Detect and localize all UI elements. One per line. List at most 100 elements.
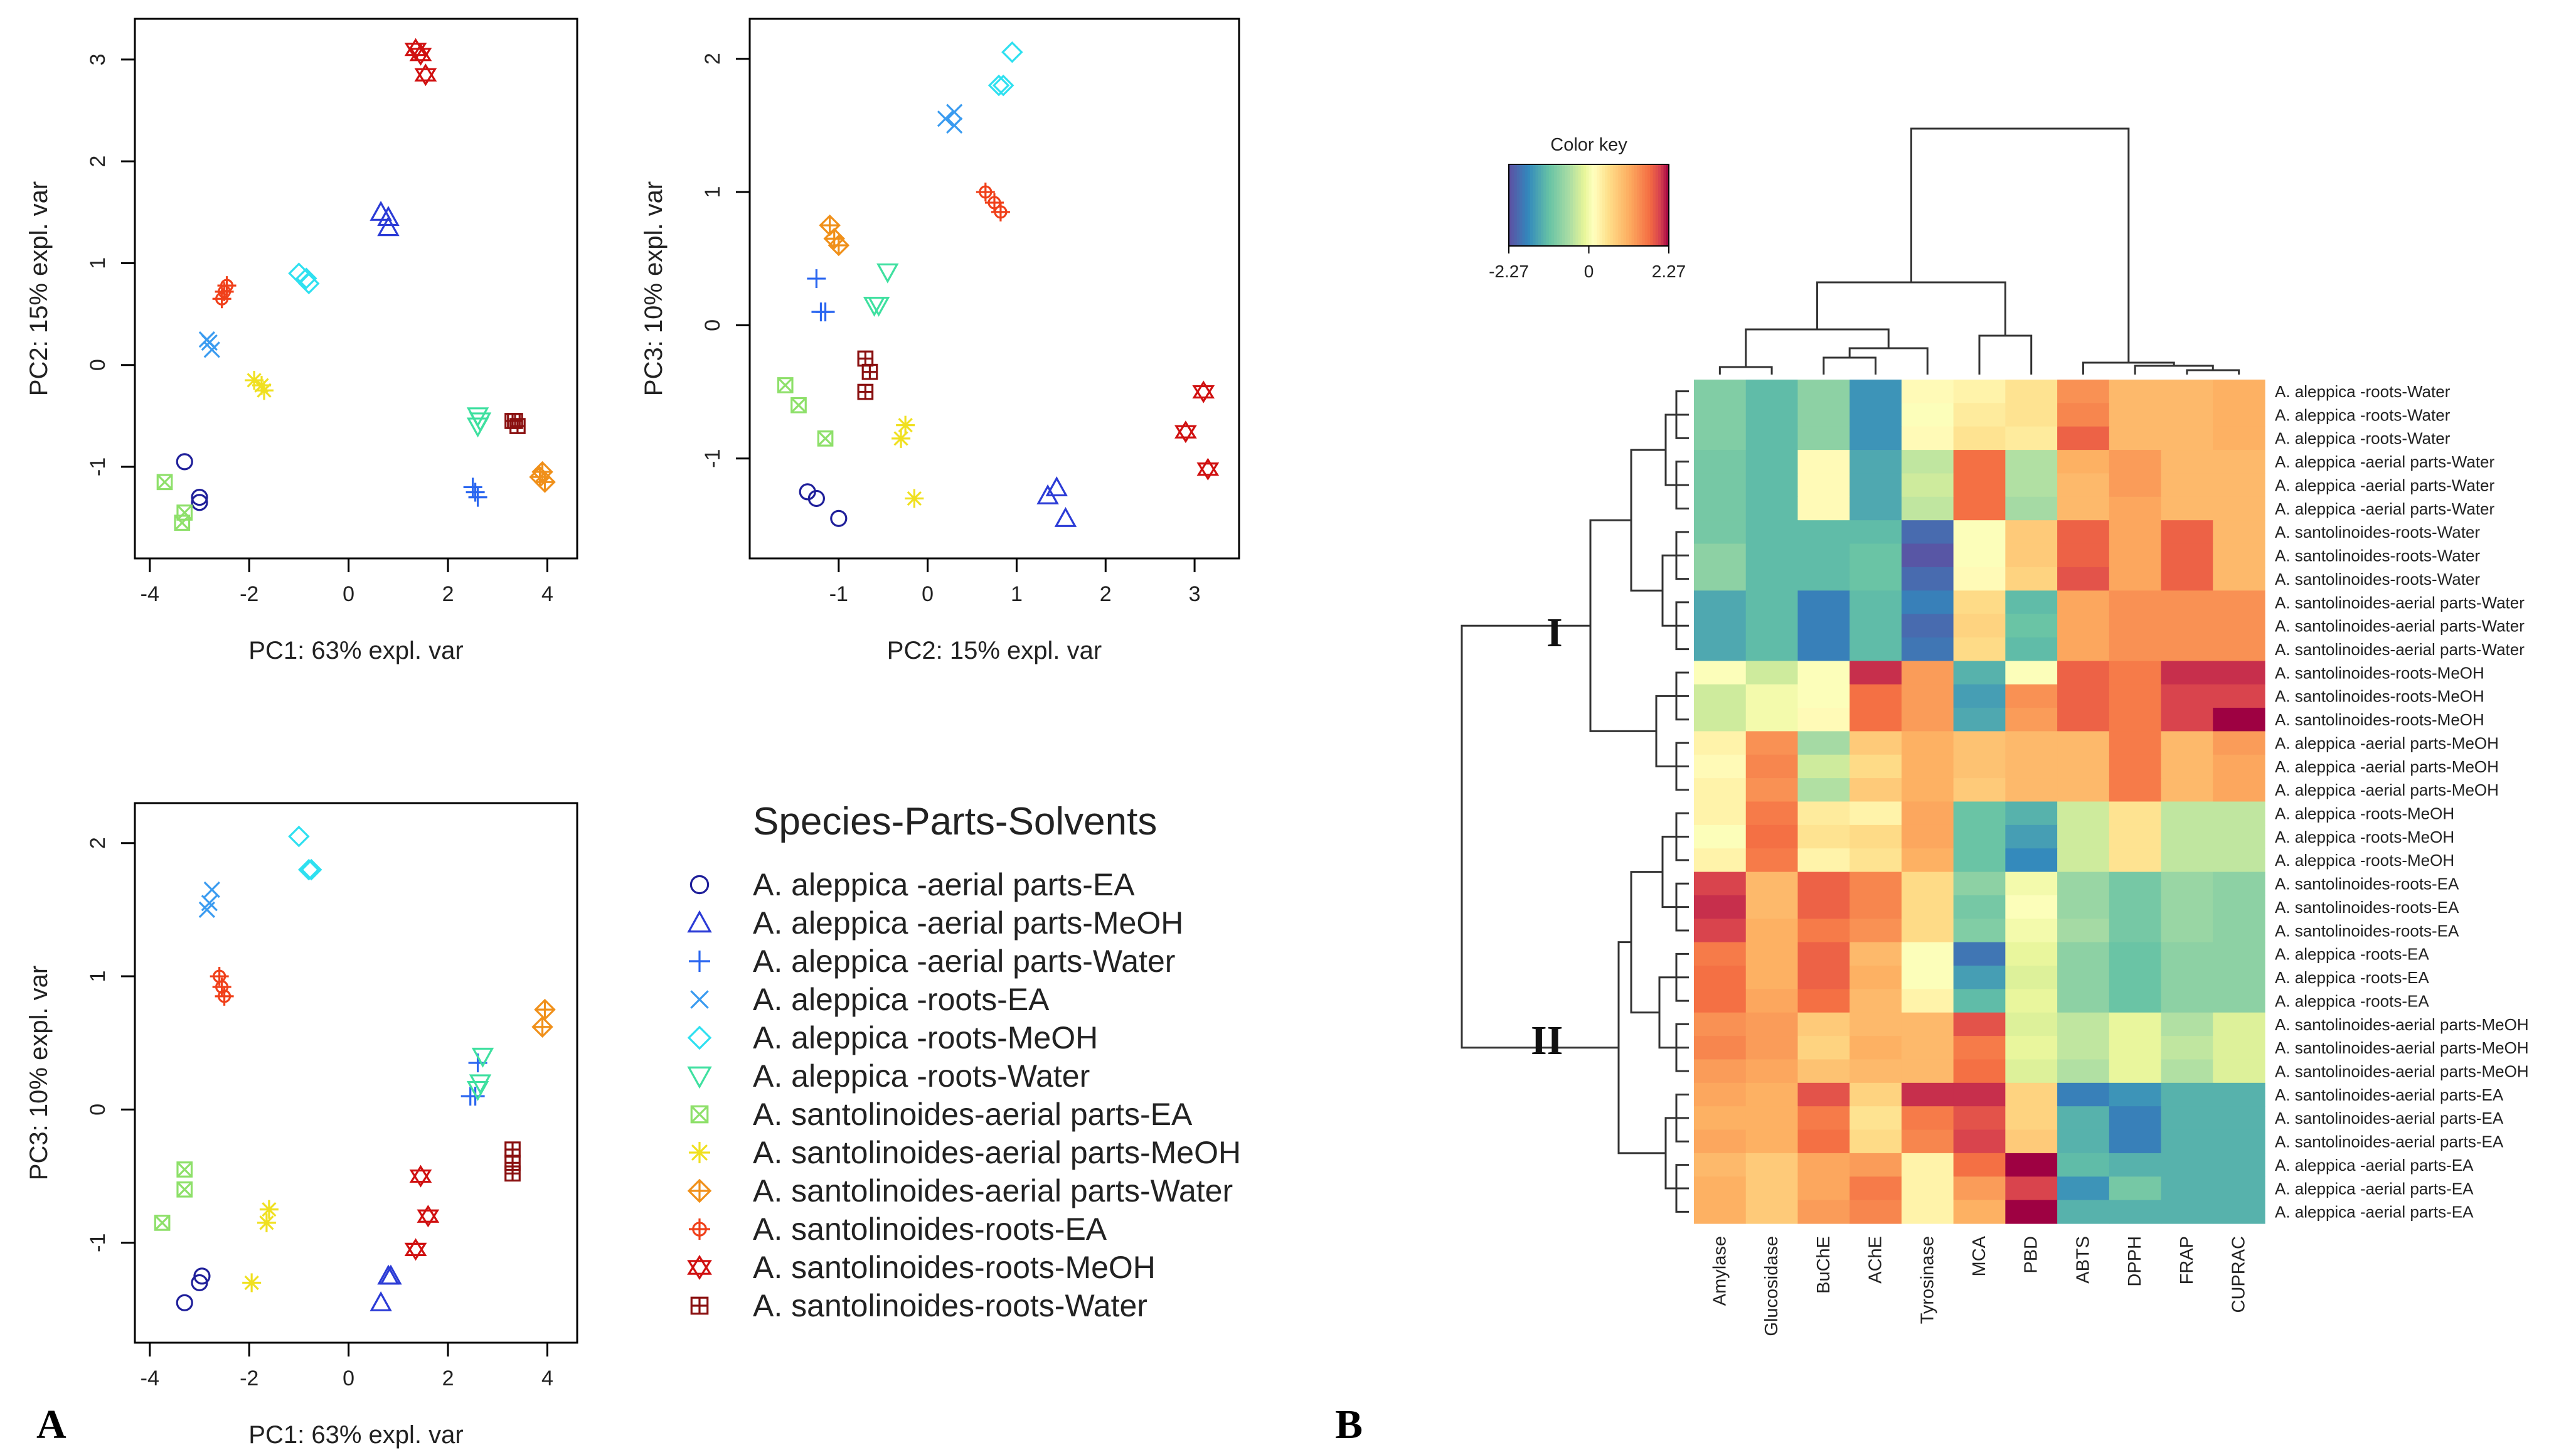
- legend-entry-label: A. aleppica -aerial parts-Water: [753, 944, 1175, 979]
- data-point: [534, 471, 556, 493]
- legend-entry-label: A. aleppica -roots-EA: [753, 982, 1050, 1017]
- dendrogram-link: [1718, 366, 1773, 375]
- data-point: [154, 1215, 171, 1231]
- heatmap-cell: [1901, 966, 1954, 989]
- color-key-swatch: [1533, 164, 1536, 246]
- color-key-swatch: [1658, 164, 1661, 246]
- heatmap-cell: [2057, 543, 2110, 568]
- row-label: A. santolinoides-aerial parts-Water: [2275, 617, 2525, 636]
- heatmap-cell: [2005, 1012, 2058, 1037]
- heatmap-cell: [1797, 1176, 1850, 1201]
- heatmap-cell: [1797, 1012, 1850, 1037]
- heatmap-cell: [1953, 966, 2006, 989]
- heatmap-cell: [2213, 590, 2265, 615]
- color-key-swatch: [1570, 164, 1573, 246]
- heatmap-cell: [2161, 1200, 2213, 1224]
- heatmap-cell: [2057, 590, 2110, 615]
- heatmap-cell: [2109, 919, 2162, 943]
- data-point: [377, 206, 400, 227]
- heatmap-cell: [1797, 450, 1850, 474]
- color-key-swatch: [1543, 164, 1547, 246]
- heatmap-cell: [2057, 661, 2110, 685]
- heatmap-cell: [1694, 473, 1747, 498]
- heatmap-cell: [2005, 731, 2058, 755]
- heatmap-cell: [2161, 543, 2213, 568]
- heatmap-cell: [2161, 403, 2213, 427]
- heatmap-cell: [2057, 731, 2110, 755]
- data-point: [896, 415, 915, 435]
- row-label: A. aleppica -aerial parts-EA: [2275, 1179, 2474, 1198]
- heatmap-cell: [1953, 637, 2006, 661]
- heatmap-cell: [2057, 989, 2110, 1013]
- heatmap-cell: [2109, 778, 2162, 802]
- heatmap-cell: [1850, 989, 1902, 1013]
- heatmap-cell: [2057, 1129, 2110, 1154]
- heatmap-cell: [2109, 403, 2162, 427]
- heatmap-cell: [2005, 567, 2058, 591]
- dendrogram-link: [1661, 836, 1676, 909]
- heatmap-cell: [2213, 450, 2265, 474]
- heatmap-cell: [1745, 1176, 1799, 1201]
- heatmap-cell: [1850, 801, 1902, 826]
- heatmap-cell: [2161, 1153, 2213, 1177]
- row-label: A. aleppica -roots-MeOH: [2275, 851, 2454, 870]
- row-dendrogram: [1461, 390, 1689, 1213]
- heatmap-cell: [2005, 403, 2058, 427]
- y-axis-label: PC2: 15% expl. var: [25, 181, 53, 396]
- heatmap-cell: [1953, 496, 2006, 521]
- column-label: MCA: [1969, 1235, 1989, 1276]
- heatmap-cell: [1953, 380, 2006, 403]
- plot-frame: [748, 18, 1240, 560]
- heatmap-cell: [2005, 590, 2058, 615]
- heatmap-cell: [1953, 778, 2006, 802]
- heatmap-cell: [2005, 778, 2058, 802]
- data-point: [242, 1273, 262, 1292]
- heatmap-cell: [1850, 731, 1902, 755]
- pca-bottom-left: -4 -2 0 2 4 -1 0 1 2 PC1: 63% expl. var PC3: 10% e…: [25, 802, 578, 1449]
- legend-entry-label: A. aleppica -aerial parts-MeOH: [753, 905, 1183, 941]
- heatmap-cell: [2109, 614, 2162, 638]
- row-label: A. aleppica -roots-Water: [2275, 382, 2451, 401]
- color-key-tick-label: 2.27: [1652, 262, 1686, 281]
- x-tick-label: 3: [1189, 582, 1201, 606]
- heatmap-cell: [2109, 1036, 2162, 1060]
- data-point: [245, 371, 264, 390]
- heatmap-cell: [2109, 496, 2162, 521]
- data-point: [830, 509, 848, 527]
- heatmap-cell: [1797, 520, 1850, 545]
- heatmap-cell: [2161, 450, 2213, 474]
- color-key-swatch: [1650, 164, 1654, 246]
- heatmap-cell: [1901, 1129, 1954, 1154]
- row-label: A. santolinoides-roots-EA: [2275, 898, 2459, 917]
- heatmap-cell: [1745, 450, 1799, 474]
- heatmap-cell: [1745, 520, 1799, 545]
- heatmap-cell: [1953, 1106, 2006, 1131]
- data-point: [203, 341, 220, 358]
- color-key-swatch: [1607, 164, 1611, 246]
- heatmap-panel: A. aleppica -roots-Water A. aleppica -roo…: [1461, 127, 2529, 1336]
- heatmap-cell: [1745, 778, 1799, 802]
- heatmap-cell: [2109, 543, 2162, 568]
- heatmap-cell: [1850, 403, 1902, 427]
- heatmap-cell: [2109, 661, 2162, 685]
- heatmap-cell: [1953, 824, 2006, 849]
- plot-frame: [134, 18, 578, 560]
- heatmap-cell: [1901, 590, 1954, 615]
- heatmap-cell: [2109, 942, 2162, 966]
- heatmap-cell: [1694, 1176, 1747, 1201]
- heatmap-cell: [2161, 684, 2213, 708]
- data-point: [217, 276, 237, 296]
- heatmap-cell: [2005, 520, 2058, 545]
- heatmap-cell: [2161, 1082, 2213, 1107]
- dendrogram-link: [1816, 281, 2006, 336]
- y-tick-label: 0: [701, 319, 725, 331]
- heatmap-cell: [1745, 942, 1799, 966]
- heatmap-cell: [2161, 871, 2213, 896]
- heatmap-cell: [1797, 590, 1850, 615]
- heatmap-cell: [1694, 380, 1747, 403]
- color-key-swatch: [1623, 164, 1627, 246]
- heatmap-cell: [1745, 1059, 1799, 1084]
- data-point: [1001, 41, 1023, 63]
- heatmap-cell: [2005, 426, 2058, 450]
- y-tick-label: 1: [86, 257, 110, 269]
